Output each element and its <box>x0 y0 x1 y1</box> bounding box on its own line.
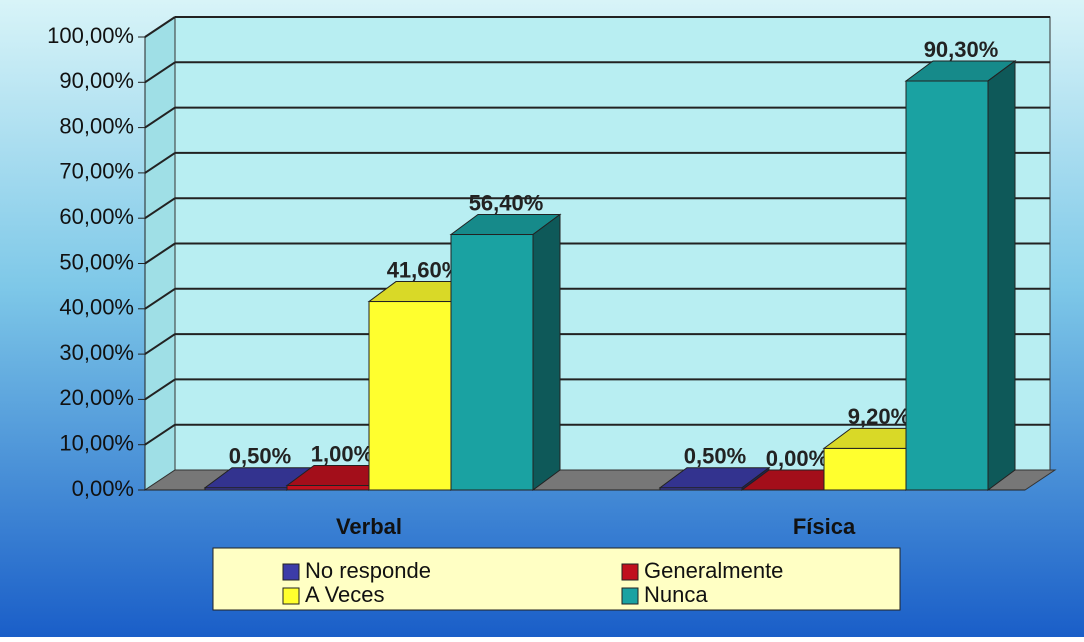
y-tick-label: 60,00% <box>59 204 134 229</box>
grid-line <box>144 333 176 355</box>
legend-swatch <box>621 563 639 581</box>
legend-label: A Veces <box>305 582 385 607</box>
value-label: 1,00% <box>311 441 373 466</box>
x-tick-label: Verbal <box>336 514 402 539</box>
legend-label: No responde <box>305 558 431 583</box>
legend-swatch <box>282 587 300 605</box>
bar-side <box>532 213 561 491</box>
legend-swatch <box>621 587 639 605</box>
value-label: 0,50% <box>229 444 291 469</box>
legend-label: Nunca <box>644 582 708 607</box>
value-label: 41,60% <box>387 257 462 282</box>
value-label: 90,30% <box>924 37 999 62</box>
bar-side <box>987 59 1016 491</box>
legend <box>212 547 901 611</box>
grid-line <box>144 287 176 310</box>
grid-line <box>144 197 176 220</box>
y-tick-label: 70,00% <box>59 159 134 184</box>
y-tick-label: 10,00% <box>59 431 134 456</box>
y-tick-label: 30,00% <box>59 340 134 365</box>
grid-line <box>144 242 176 265</box>
value-label: 56,40% <box>469 190 544 215</box>
value-label: 0,50% <box>684 444 746 469</box>
bar <box>823 447 907 491</box>
bar <box>450 234 534 491</box>
y-tick-label: 90,00% <box>59 68 134 93</box>
y-tick-label: 0,00% <box>72 476 134 501</box>
value-label: 0,00% <box>766 446 828 471</box>
y-tick-label: 80,00% <box>59 113 134 138</box>
bar <box>368 301 452 491</box>
grid-line <box>144 16 176 38</box>
x-tick-label: Física <box>793 514 856 539</box>
grid-line <box>144 61 176 84</box>
bar <box>905 80 989 491</box>
grid-line <box>144 106 176 129</box>
y-tick-label: 50,00% <box>59 249 134 274</box>
y-tick-label: 40,00% <box>59 295 134 320</box>
grid-line <box>144 378 176 401</box>
legend-label: Generalmente <box>644 558 783 583</box>
value-label: 9,20% <box>848 404 910 429</box>
grid-line <box>144 152 176 174</box>
grid-line <box>144 423 176 446</box>
legend-swatch <box>282 563 300 581</box>
y-tick-label: 100,00% <box>47 23 134 48</box>
bar <box>286 484 370 491</box>
y-tick-label: 20,00% <box>59 385 134 410</box>
